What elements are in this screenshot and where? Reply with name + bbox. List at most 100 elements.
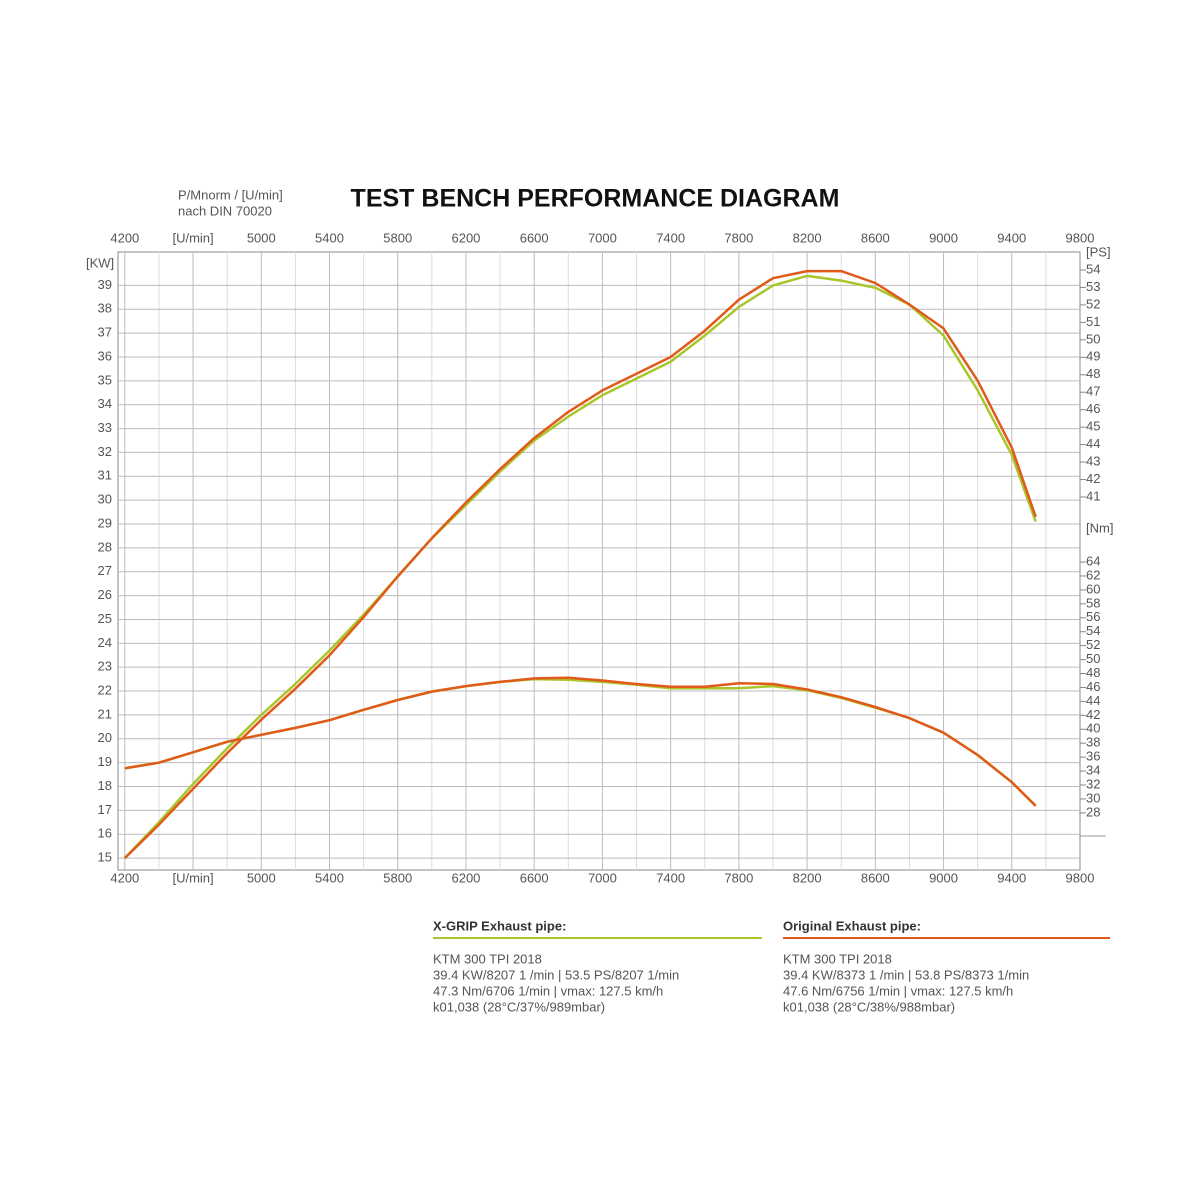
x-tick-label: 5000 — [247, 870, 276, 885]
y2-axis-label: [PS] — [1086, 244, 1111, 259]
y2-tick-label: 54 — [1086, 261, 1100, 276]
y-tick-label: 39 — [98, 277, 112, 292]
legend-detail: KTM 300 TPI 2018 — [433, 951, 542, 966]
chart-title: TEST BENCH PERFORMANCE DIAGRAM — [351, 185, 840, 213]
y2-tick-label: 43 — [1086, 454, 1100, 469]
legend-detail: 47.6 Nm/6756 1/min | vmax: 127.5 km/h — [783, 983, 1013, 998]
legend-detail: 39.4 KW/8373 1 /min | 53.8 PS/8373 1/min — [783, 967, 1029, 982]
legend-detail: KTM 300 TPI 2018 — [783, 951, 892, 966]
x-tick-label: 9400 — [997, 870, 1026, 885]
plot-area — [117, 251, 1081, 871]
torque-line — [124, 676, 1037, 807]
y-tick-label: 37 — [98, 325, 112, 340]
y-tick-label: 38 — [98, 301, 112, 316]
x-tick-label: 5400 — [315, 870, 344, 885]
legend-detail: 47.3 Nm/6706 1/min | vmax: 127.5 km/h — [433, 983, 663, 998]
y2-tick-label: 50 — [1086, 331, 1100, 346]
x-tick-label: 5800 — [383, 230, 412, 245]
y3-tick-label: 50 — [1086, 651, 1100, 666]
y2-tick-label: 46 — [1086, 401, 1100, 416]
y2-tick-label: 41 — [1086, 488, 1100, 503]
x-tick-label: 7800 — [724, 870, 753, 885]
legend-detail: 39.4 KW/8207 1 /min | 53.5 PS/8207 1/min — [433, 967, 679, 982]
y-tick-label: 24 — [98, 635, 112, 650]
x-tick-label: 6600 — [520, 230, 549, 245]
y-tick-label: 36 — [98, 348, 112, 363]
y2-tick-label: 49 — [1086, 349, 1100, 364]
x-tick-label: 7800 — [724, 230, 753, 245]
y2-tick-label: 48 — [1086, 366, 1100, 381]
y3-tick-label: 42 — [1086, 707, 1100, 722]
y2-tick-label: 47 — [1086, 384, 1100, 399]
y3-tick-label: 58 — [1086, 595, 1100, 610]
x-tick-label: [U/min] — [172, 230, 213, 245]
y-tick-label: 23 — [98, 659, 112, 674]
y-tick-label: 15 — [98, 850, 112, 865]
x-tick-label: 7000 — [588, 870, 617, 885]
y2-tick-label: 45 — [1086, 419, 1100, 434]
y2-tick-label: 53 — [1086, 279, 1100, 294]
y2-tick-label: 44 — [1086, 436, 1100, 451]
x-tick-label: 8200 — [793, 230, 822, 245]
x-tick-label: 8600 — [861, 870, 890, 885]
y2-tick-label: 51 — [1086, 314, 1100, 329]
y-tick-label: 32 — [98, 444, 112, 459]
y3-tick-label: 46 — [1086, 679, 1100, 694]
x-tick-label: 7400 — [656, 870, 685, 885]
x-tick-label: 6200 — [451, 230, 480, 245]
y-tick-label: 18 — [98, 778, 112, 793]
x-tick-label: 4200 — [110, 870, 139, 885]
x-tick-label: 8200 — [793, 870, 822, 885]
y3-tick-label: 54 — [1086, 623, 1100, 638]
legend-label: Original Exhaust pipe: — [783, 918, 921, 933]
y-tick-label: 34 — [98, 396, 112, 411]
y3-tick-label: 38 — [1086, 735, 1100, 750]
x-tick-label: 9400 — [997, 230, 1026, 245]
x-tick-label: 9800 — [1066, 230, 1095, 245]
y3-tick-label: 44 — [1086, 693, 1100, 708]
x-tick-label: 9000 — [929, 230, 958, 245]
x-tick-label: 9800 — [1066, 870, 1095, 885]
y3-axis-label: [Nm] — [1086, 520, 1113, 535]
y-tick-label: 16 — [98, 826, 112, 841]
y-tick-label: 25 — [98, 611, 112, 626]
legend-detail: k01,038 (28°C/37%/989mbar) — [433, 999, 605, 1014]
y3-tick-label: 48 — [1086, 665, 1100, 680]
x-tick-label: 5800 — [383, 870, 412, 885]
x-tick-label: 7400 — [656, 230, 685, 245]
y3-tick-label: 36 — [1086, 749, 1100, 764]
x-tick-label: 5400 — [315, 230, 344, 245]
y3-tick-label: 30 — [1086, 790, 1100, 805]
y-tick-label: 27 — [98, 563, 112, 578]
legend-label: X-GRIP Exhaust pipe: — [433, 918, 566, 933]
y-tick-label: 22 — [98, 682, 112, 697]
y3-tick-label: 62 — [1086, 567, 1100, 582]
y-tick-label: 33 — [98, 420, 112, 435]
y3-tick-label: 40 — [1086, 721, 1100, 736]
x-tick-label: 4200 — [110, 230, 139, 245]
y-tick-label: 21 — [98, 706, 112, 721]
y-tick-label: 19 — [98, 754, 112, 769]
note: nach DIN 70020 — [178, 203, 272, 218]
y-tick-label: 20 — [98, 730, 112, 745]
y3-tick-label: 56 — [1086, 609, 1100, 624]
x-tick-label: 6200 — [451, 870, 480, 885]
y2-tick-label: 52 — [1086, 296, 1100, 311]
y-tick-label: 30 — [98, 492, 112, 507]
y-tick-label: 29 — [98, 515, 112, 530]
power-line — [123, 274, 1037, 859]
y-tick-label: 17 — [98, 802, 112, 817]
y3-tick-label: 52 — [1086, 637, 1100, 652]
note: P/Mnorm / [U/min] — [178, 187, 283, 202]
y-tick-label: 28 — [98, 539, 112, 554]
x-tick-label: 6600 — [520, 870, 549, 885]
y2-tick-label: 42 — [1086, 471, 1100, 486]
x-tick-label: 9000 — [929, 870, 958, 885]
y3-tick-label: 32 — [1086, 776, 1100, 791]
x-tick-label: 7000 — [588, 230, 617, 245]
y-axis-label: [KW] — [86, 255, 114, 270]
x-tick-label: [U/min] — [172, 870, 213, 885]
legend-detail: k01,038 (28°C/38%/988mbar) — [783, 999, 955, 1014]
y3-tick-label: 34 — [1086, 763, 1100, 778]
